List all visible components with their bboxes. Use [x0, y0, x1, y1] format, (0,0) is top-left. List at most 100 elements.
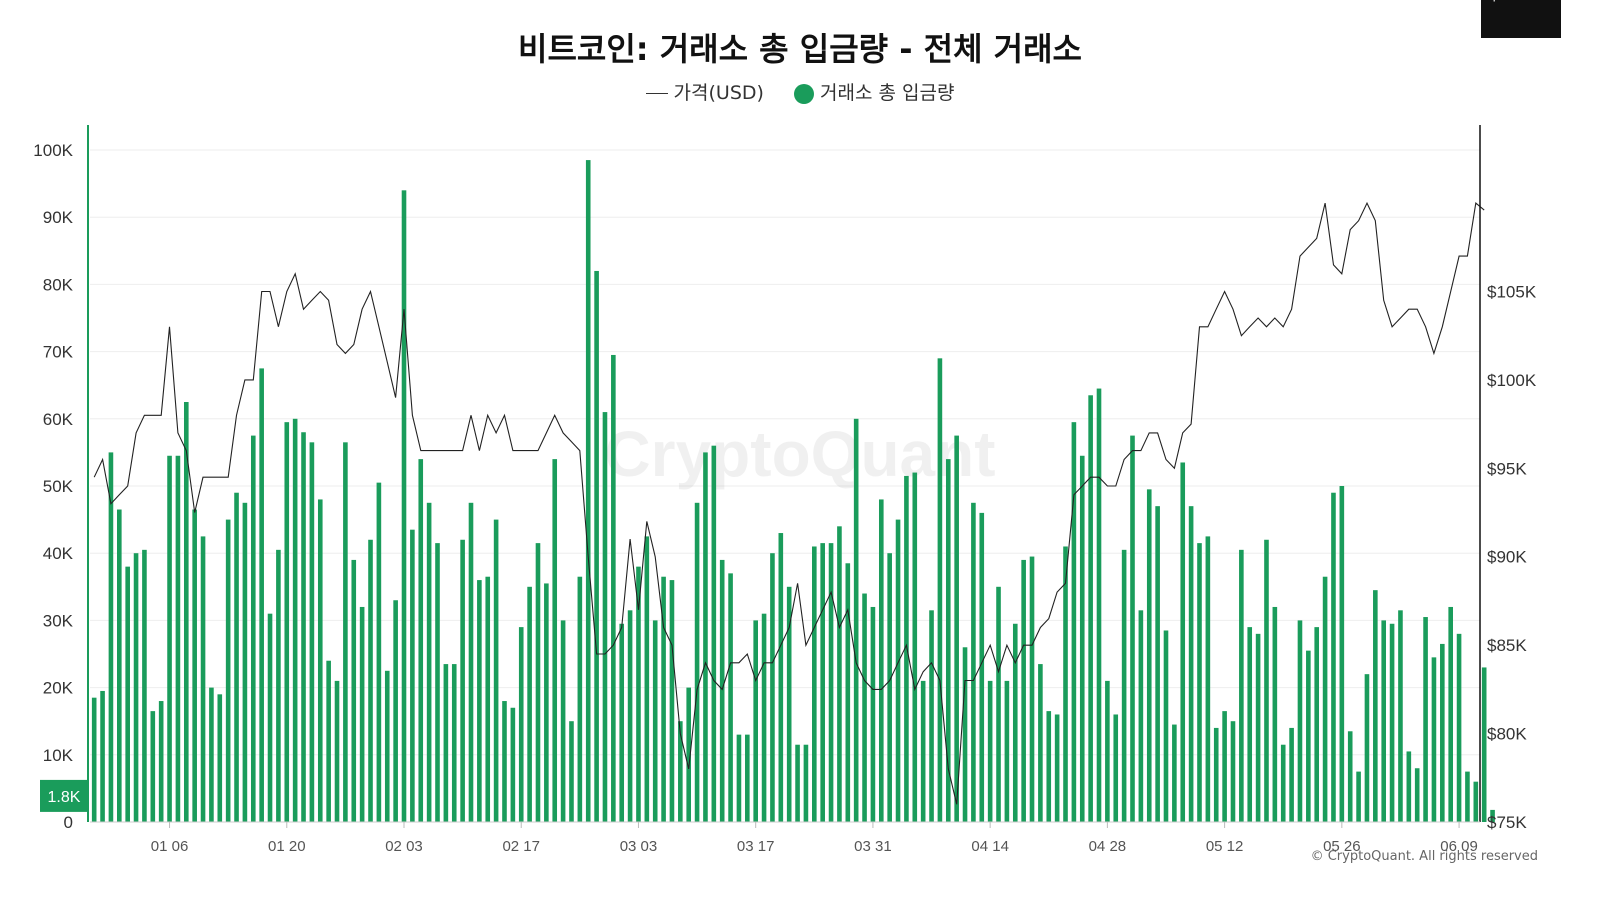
- volume-bar: [853, 418, 859, 822]
- last-volume-tag-label: 1.8K: [48, 789, 81, 806]
- volume-bar: [175, 455, 181, 822]
- volume-bar: [1406, 751, 1412, 822]
- volume-bar: [1373, 590, 1378, 822]
- volume-bar: [996, 586, 1001, 822]
- volume-bar: [845, 563, 851, 822]
- volume-bar: [778, 533, 784, 822]
- volume-bar: [1473, 781, 1479, 822]
- y-left-tick-label: 50K: [43, 477, 74, 496]
- volume-bar: [1239, 549, 1244, 822]
- volume-bar: [502, 701, 507, 822]
- price-line: [93, 201, 1485, 805]
- volume-bar: [1264, 539, 1269, 822]
- volume-bar: [870, 606, 876, 822]
- volume-bar: [1314, 627, 1320, 822]
- y-right-tick-label: $75K: [1487, 813, 1527, 832]
- legend-item-price[interactable]: 가격(USD): [645, 78, 764, 105]
- volume-bar: [736, 734, 742, 822]
- volume-bar: [317, 499, 323, 822]
- y-left-tick-label: 0: [64, 813, 73, 832]
- x-tick-label: 02 17: [502, 838, 540, 855]
- volume-bar: [878, 499, 884, 822]
- volume-bar: [535, 543, 541, 822]
- volume-bar: [493, 519, 499, 822]
- volume-bar: [527, 586, 532, 822]
- volume-bar: [937, 358, 943, 822]
- x-tick-label: 04 14: [971, 838, 1009, 855]
- y-left-tick-label: 70K: [43, 343, 74, 362]
- volume-bar: [1339, 486, 1345, 822]
- volume-bar: [468, 502, 474, 822]
- volume-bar: [1172, 724, 1177, 822]
- volume-bar: [451, 664, 457, 822]
- volume-bar: [1038, 664, 1043, 822]
- volume-bar: [753, 620, 758, 822]
- volume-bar: [1146, 489, 1152, 822]
- volume-bar: [719, 559, 725, 822]
- volume-bar: [1222, 711, 1227, 822]
- y-right-tick-label: $90K: [1487, 548, 1527, 567]
- volume-bar: [1004, 680, 1010, 822]
- x-tick-label: 03 03: [620, 838, 658, 855]
- volume-bar: [929, 610, 934, 822]
- volume-bar: [477, 580, 482, 822]
- volume-bar: [401, 190, 407, 822]
- volume-bar: [761, 613, 767, 822]
- volume-bar: [183, 402, 189, 822]
- volume-bar: [192, 509, 197, 822]
- volume-bar: [1306, 650, 1311, 822]
- volume-bar: [158, 701, 164, 822]
- volume-bar: [770, 553, 775, 822]
- volume-bar: [912, 472, 918, 822]
- volume-bar: [1456, 633, 1462, 822]
- x-tick-label: 05 12: [1206, 838, 1244, 855]
- y-left-tick-label: 60K: [43, 410, 74, 429]
- volume-bar: [167, 455, 172, 822]
- volume-bar: [1280, 744, 1286, 822]
- y-right-tick-label: $85K: [1487, 636, 1527, 655]
- volume-bar: [560, 620, 566, 822]
- volume-bar: [108, 452, 114, 822]
- volume-bar: [100, 690, 105, 822]
- volume-bar: [945, 459, 951, 822]
- volume-bar: [577, 576, 583, 822]
- legend-label-price: 가격(USD): [673, 82, 764, 104]
- volume-bar: [895, 519, 901, 822]
- volume-bar: [384, 670, 390, 822]
- volume-bar: [1138, 610, 1144, 822]
- volume-bar: [1230, 721, 1236, 822]
- volume-bar: [426, 502, 432, 822]
- volume-bar: [979, 512, 985, 822]
- volume-bar: [376, 482, 382, 822]
- volume-bar: [552, 459, 558, 822]
- volume-bar: [343, 442, 348, 822]
- volume-bar: [795, 744, 800, 822]
- volume-bar: [334, 680, 340, 822]
- volume-bar: [418, 459, 424, 822]
- volume-bar: [887, 553, 892, 822]
- volume-bar: [1054, 714, 1060, 822]
- legend-item-volume[interactable]: 거래소 총 입금량: [793, 78, 954, 105]
- volume-bar: [803, 744, 809, 822]
- y-left-tick-label: 100K: [33, 141, 73, 160]
- volume-bar: [703, 452, 708, 822]
- x-tick-label: 03 31: [854, 838, 892, 855]
- volume-bar: [1465, 771, 1470, 822]
- volume-bar: [125, 566, 130, 822]
- volume-bar: [1398, 610, 1403, 822]
- volume-bar: [652, 620, 658, 822]
- volume-bar: [1255, 633, 1261, 822]
- chart-title: 비트코인: 거래소 총 입금량 - 전체 거래소: [518, 30, 1082, 68]
- volume-bar: [393, 600, 398, 822]
- volume-bar: [594, 270, 599, 823]
- volume-bar: [1012, 623, 1018, 822]
- volume-bar: [259, 368, 264, 822]
- volume-bar: [1431, 657, 1437, 822]
- volume-bar: [1247, 627, 1253, 822]
- volume-bar: [1113, 714, 1119, 822]
- volume-bar: [1046, 711, 1052, 822]
- volume-bar: [686, 687, 692, 822]
- volume-bar: [435, 543, 440, 822]
- x-tick-label: 01 20: [268, 838, 306, 855]
